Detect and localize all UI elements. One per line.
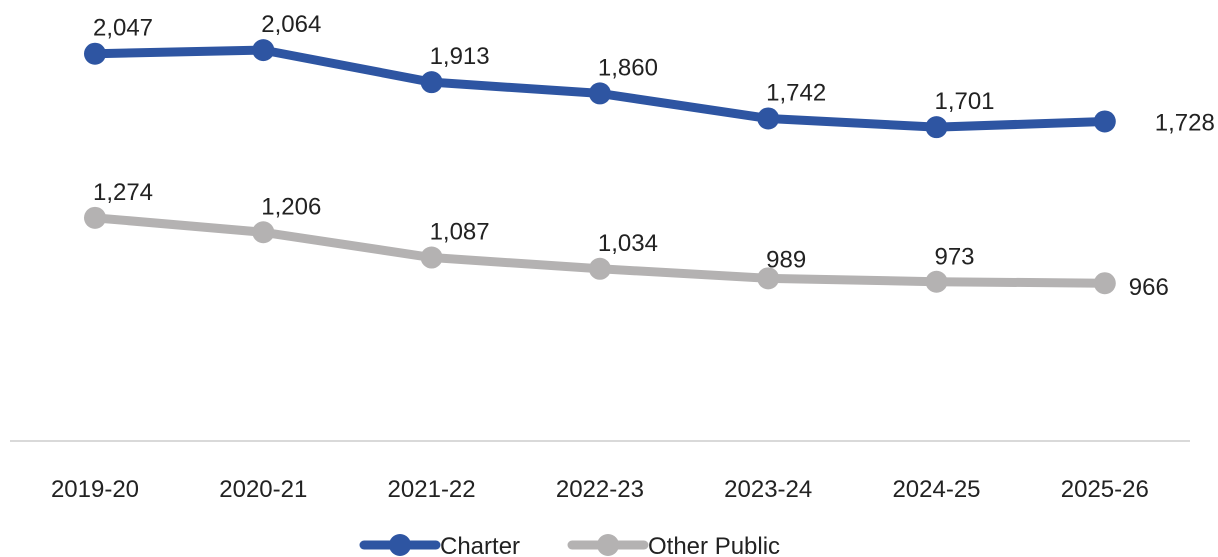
data-point (925, 270, 948, 293)
data-label: 989 (766, 246, 806, 273)
x-tick-label: 2019-20 (51, 476, 139, 503)
data-label: 1,206 (261, 193, 321, 220)
data-label: 1,860 (598, 54, 658, 81)
data-label: 2,047 (93, 15, 153, 42)
x-tick-label: 2024-25 (892, 476, 980, 503)
data-label: 1,742 (766, 79, 826, 106)
data-point (588, 257, 611, 280)
x-tick-label: 2021-22 (388, 476, 476, 503)
data-label: 2,064 (261, 11, 321, 38)
x-tick-label: 2022-23 (556, 476, 644, 503)
data-point (252, 39, 275, 62)
data-label: 1,034 (598, 230, 658, 257)
legend-swatch-marker (389, 534, 411, 556)
data-point (1093, 272, 1116, 295)
data-point (757, 107, 780, 130)
legend-item: Other Public (567, 533, 780, 557)
data-point (925, 116, 948, 139)
data-point (420, 246, 443, 269)
data-point (588, 82, 611, 105)
data-point (420, 71, 443, 94)
legend-swatch-marker (597, 534, 619, 556)
data-point (757, 267, 780, 290)
data-labels-layer: 2,047 2,064 1,913 1,860 1,742 1,701 1,728 1,274… (93, 11, 1215, 301)
x-tick-label: 2025-26 (1061, 476, 1149, 503)
legend-item: Charter (359, 533, 520, 557)
data-label: 1,728 (1155, 109, 1215, 136)
legend-label: Other Public (648, 533, 780, 557)
data-label: 1,087 (430, 219, 490, 246)
x-tick-label: 2020-21 (219, 476, 307, 503)
data-label: 973 (934, 244, 974, 271)
x-tick-label: 2023-24 (724, 476, 812, 503)
data-point (1093, 110, 1116, 133)
data-label: 1,274 (93, 179, 153, 206)
data-label: 966 (1129, 274, 1169, 301)
data-point (84, 42, 106, 65)
legend-label: Charter (440, 533, 520, 557)
data-point (252, 221, 275, 244)
data-label: 1,913 (430, 43, 490, 70)
series-layer (84, 39, 1116, 295)
data-label: 1,701 (934, 88, 994, 115)
legend: Charter Other Public (359, 533, 780, 557)
x-axis-tick-labels: 2019-20 2020-21 2021-22 2022-23 2023-24 2024-… (51, 476, 1149, 503)
data-point (84, 206, 106, 229)
